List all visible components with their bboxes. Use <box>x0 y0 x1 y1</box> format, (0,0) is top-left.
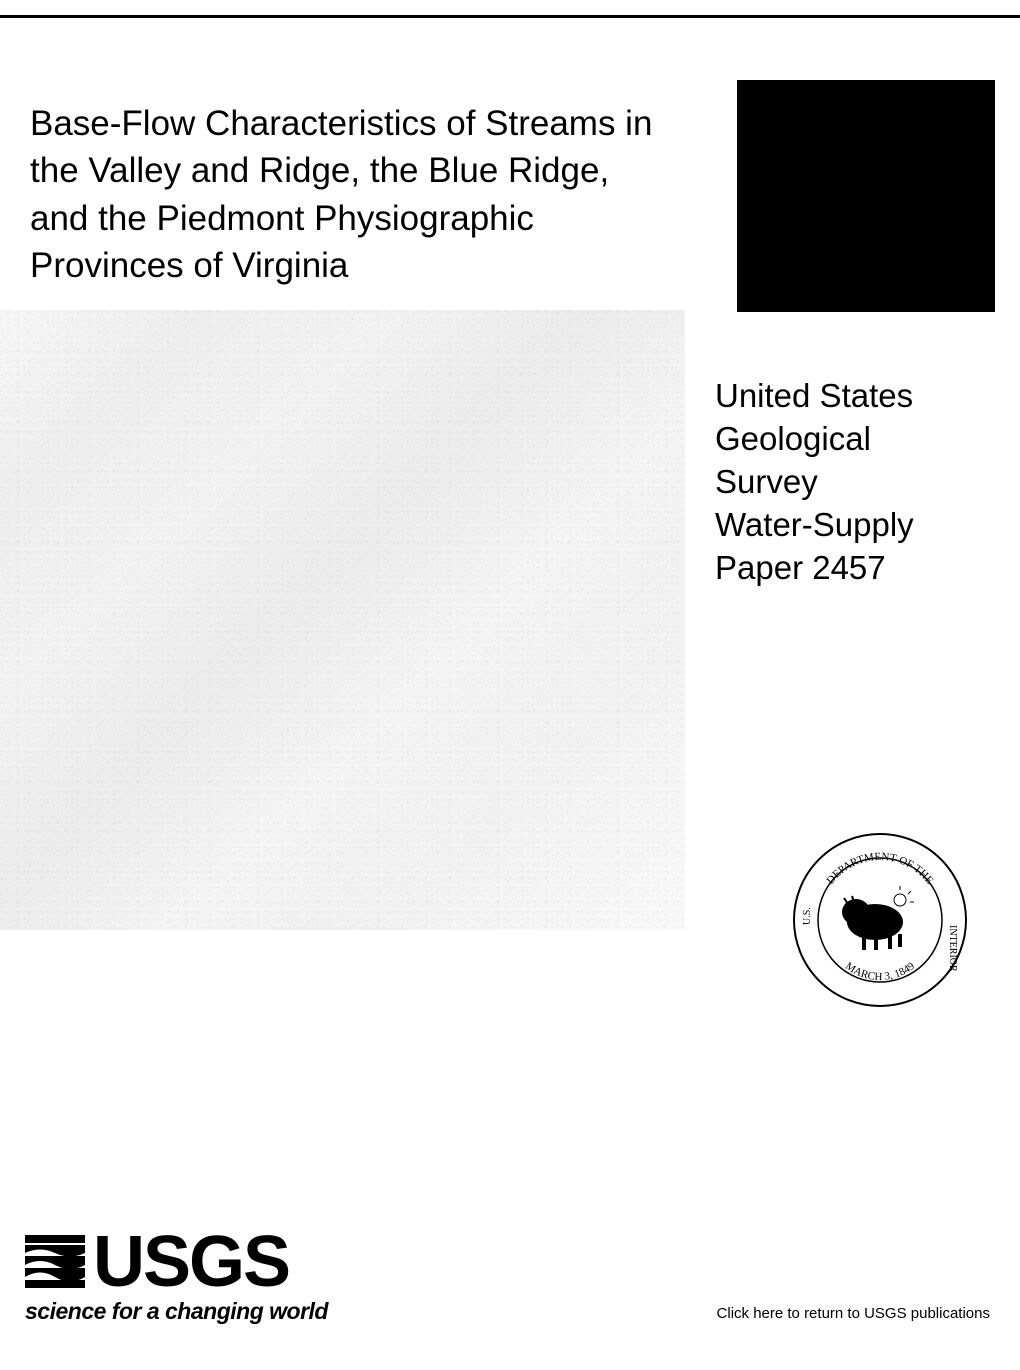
department-seal: DEPARTMENT OF THE MARCH 3, 1849 U.S. INT… <box>790 830 970 1010</box>
org-line-4: Water-Supply <box>715 504 995 547</box>
top-border <box>0 15 1020 18</box>
usgs-logo-text: USGS <box>93 1221 289 1303</box>
black-image-box <box>737 80 995 312</box>
org-line-2: Geological <box>715 418 995 461</box>
usgs-wordmark: USGS <box>25 1221 425 1303</box>
usgs-tagline: science for a changing world <box>25 1298 425 1325</box>
wave-icon <box>25 1235 85 1290</box>
org-line-3: Survey <box>715 461 995 504</box>
svg-text:MARCH 3, 1849: MARCH 3, 1849 <box>843 960 917 983</box>
seal-icon: DEPARTMENT OF THE MARCH 3, 1849 U.S. INT… <box>790 830 970 1010</box>
background-noise <box>0 310 685 930</box>
svg-text:INTERIOR: INTERIOR <box>947 925 958 972</box>
organization-block: United States Geological Survey Water-Su… <box>715 375 995 589</box>
org-line-1: United States <box>715 375 995 418</box>
usgs-logo-block: USGS science for a changing world <box>25 1221 425 1325</box>
svg-text:U.S.: U.S. <box>802 907 813 925</box>
org-line-5: Paper 2457 <box>715 547 995 590</box>
document-title: Base-Flow Characteristics of Streams in … <box>30 100 670 289</box>
return-link[interactable]: Click here to return to USGS publication… <box>717 1305 990 1322</box>
svg-text:DEPARTMENT OF THE: DEPARTMENT OF THE <box>824 851 935 887</box>
